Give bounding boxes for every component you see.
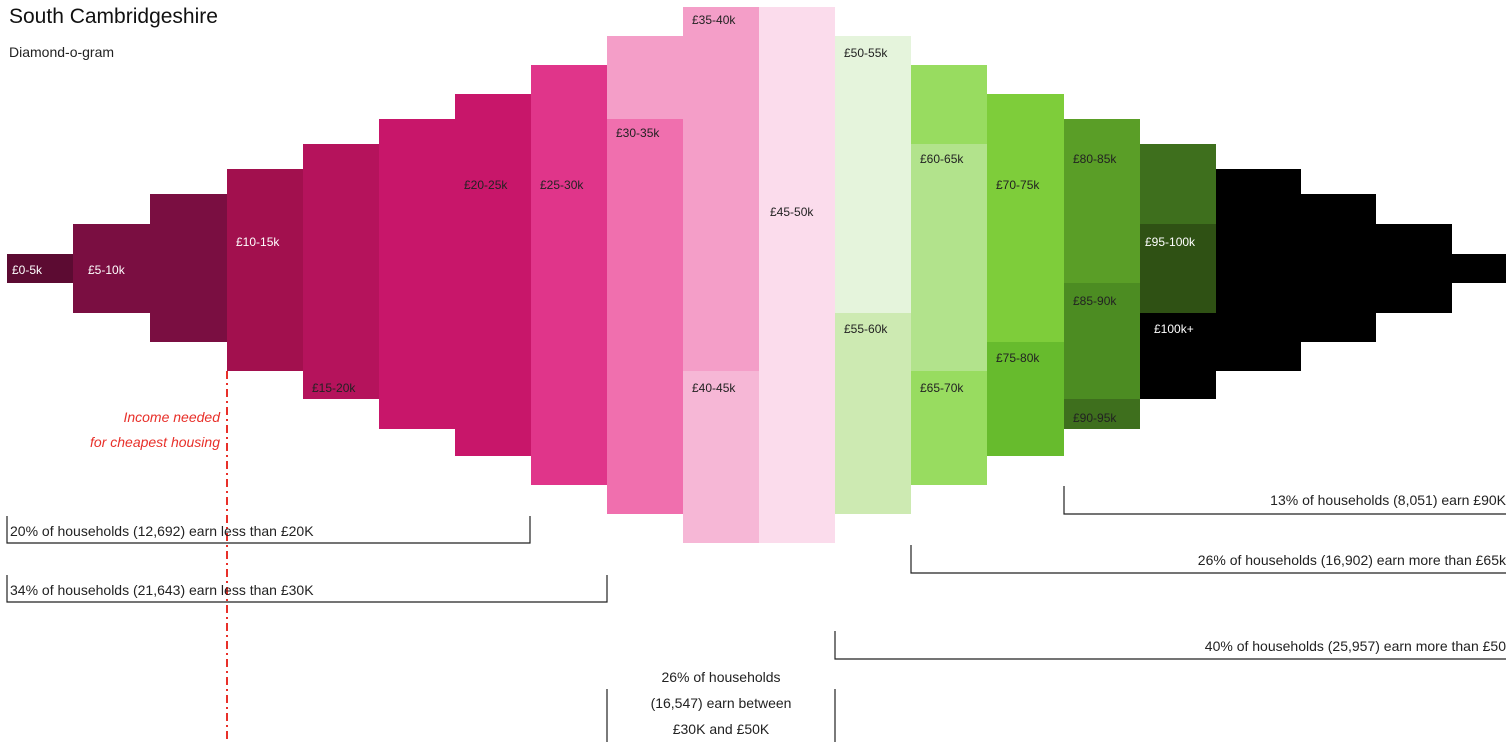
band-segment xyxy=(683,371,759,543)
band-label: £90-95k xyxy=(1073,411,1117,425)
band-label: £100k+ xyxy=(1154,322,1194,336)
diamond-tier-2 xyxy=(150,194,227,342)
threshold-label-line-1: Income needed xyxy=(123,409,221,425)
band-segment xyxy=(531,169,607,485)
band-label: £15-20k xyxy=(312,381,356,395)
share-below-20k-text: 20% of households (12,692) earn less tha… xyxy=(10,523,314,539)
chart-subtitle: Diamond-o-gram xyxy=(9,44,115,60)
band-label: £50-55k xyxy=(844,46,888,60)
band-label: £65-70k xyxy=(920,381,964,395)
band-segment xyxy=(987,169,1064,342)
chart-title: South Cambridgeshire xyxy=(9,5,218,28)
band-segment xyxy=(7,254,73,283)
diamond-tier-18 xyxy=(1376,224,1452,313)
diamond-tier-4 xyxy=(303,144,379,399)
share-below-30k-text: 34% of households (21,643) earn less tha… xyxy=(10,582,314,598)
bracket-below-20k xyxy=(6,516,531,544)
band-label: £45-50k xyxy=(770,205,814,219)
band-label: £80-85k xyxy=(1073,152,1117,166)
share-between-text-1: 26% of households xyxy=(661,669,780,685)
band-label: £85-90k xyxy=(1073,294,1117,308)
band-label: £20-25k xyxy=(464,178,508,192)
band-segment xyxy=(759,194,835,543)
income-band-labels: £0-5k £5-10k £10-15k £15-20k £20-25k £25-30k £… xyxy=(12,13,1196,425)
share-between-text-3: £30K and £50K xyxy=(673,721,770,737)
bracket-above-65k xyxy=(910,545,1506,574)
band-segment xyxy=(683,7,759,371)
band-label: £30-35k xyxy=(616,126,660,140)
band-segment xyxy=(227,230,303,371)
band-segment xyxy=(1140,224,1216,313)
diamond-tier-5 xyxy=(379,119,455,429)
diamond-tier-16 xyxy=(1216,169,1301,371)
income-band-segments xyxy=(7,7,1216,543)
band-label: £75-80k xyxy=(996,351,1040,365)
band-segment xyxy=(303,371,379,399)
band-segment xyxy=(1064,283,1140,399)
band-segment xyxy=(987,342,1064,456)
band-label: £0-5k xyxy=(12,263,43,277)
bracket-above-90k xyxy=(1063,486,1506,515)
diamond-tier-17 xyxy=(1301,194,1376,342)
share-above-50k-text: 40% of households (25,957) earn more tha… xyxy=(1205,638,1506,654)
bracket-below-30k xyxy=(6,575,608,603)
band-label: £70-75k xyxy=(996,178,1040,192)
threshold-label-line-2: for cheapest housing xyxy=(90,434,220,450)
band-segment xyxy=(455,169,531,456)
band-segment xyxy=(835,313,911,514)
band-segment xyxy=(73,254,150,283)
band-label: £40-45k xyxy=(692,381,736,395)
band-segment xyxy=(1064,144,1140,283)
bracket-above-50k xyxy=(834,631,1506,660)
band-label: £35-40k xyxy=(692,13,736,27)
band-segment xyxy=(911,144,987,371)
band-label: £95-100k xyxy=(1145,235,1196,249)
band-label: £25-30k xyxy=(540,178,584,192)
band-segment xyxy=(607,119,683,514)
band-label: £55-60k xyxy=(844,322,888,336)
share-between-text-2: (16,547) earn between xyxy=(651,695,792,711)
band-segment xyxy=(911,371,987,485)
diamond-tier-19 xyxy=(1452,254,1506,283)
band-segment xyxy=(1064,399,1140,429)
band-label: £60-65k xyxy=(920,152,964,166)
band-segment xyxy=(835,36,911,313)
share-above-65k-text: 26% of households (16,902) earn more tha… xyxy=(1198,552,1506,568)
band-segment xyxy=(1140,313,1216,399)
band-label: £10-15k xyxy=(236,235,280,249)
band-label: £5-10k xyxy=(88,263,126,277)
share-above-90k-text: 13% of households (8,051) earn £90K xyxy=(1270,492,1506,508)
